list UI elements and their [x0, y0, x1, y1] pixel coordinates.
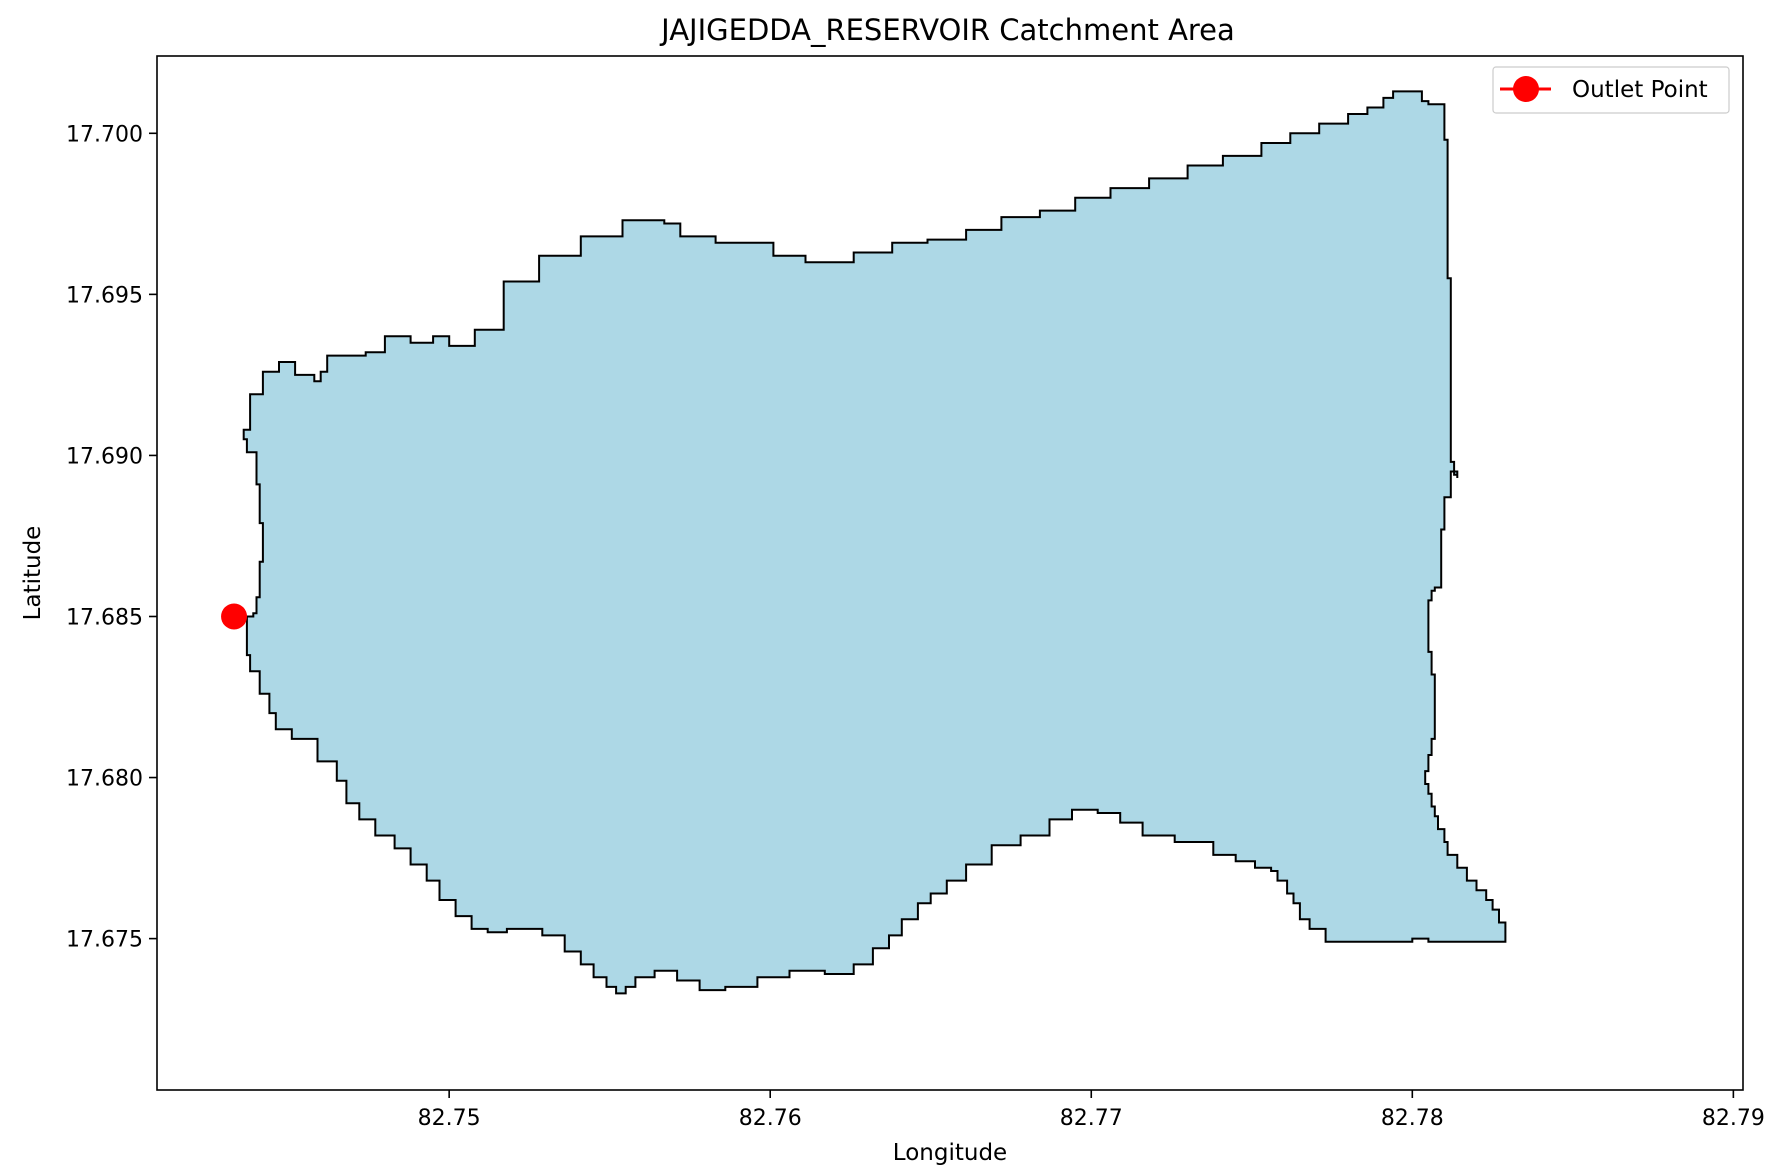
outlet-point-marker — [221, 603, 248, 630]
y-axis-ticks: 17.675 17.680 17.685 17.690 17.695 17.700 — [66, 122, 157, 953]
legend-box — [1492, 66, 1730, 114]
x-axis-label: Longitude — [893, 1140, 1007, 1166]
y-tick-label: 17.685 — [66, 605, 143, 630]
y-tick-label: 17.695 — [66, 283, 143, 308]
x-tick-label: 82.78 — [1381, 1106, 1444, 1131]
x-tick-label: 82.79 — [1702, 1106, 1765, 1131]
legend-label-outlet-point: Outlet Point — [1572, 77, 1708, 103]
x-tick-label: 82.77 — [1060, 1106, 1123, 1131]
plot-frame — [156, 55, 1744, 1091]
chart-title: JAJIGEDDA_RESERVOIR Catchment Area — [659, 13, 1235, 47]
y-tick-label: 17.675 — [66, 928, 143, 953]
legend: Outlet Point — [1492, 66, 1730, 114]
y-tick-label: 17.690 — [66, 444, 143, 469]
catchment-polygon — [242, 90, 1507, 995]
y-tick-label: 17.680 — [66, 767, 143, 792]
legend-marker-icon — [1513, 76, 1539, 102]
x-tick-label: 82.75 — [418, 1106, 481, 1131]
x-axis-ticks: 82.75 82.76 82.77 82.78 82.79 — [418, 1090, 1765, 1131]
x-tick-label: 82.76 — [739, 1106, 802, 1131]
y-axis-label: Latitude — [20, 526, 46, 621]
y-tick-label: 17.700 — [66, 122, 143, 147]
outlet-layer — [221, 603, 248, 630]
catchment-layer — [242, 90, 1507, 995]
